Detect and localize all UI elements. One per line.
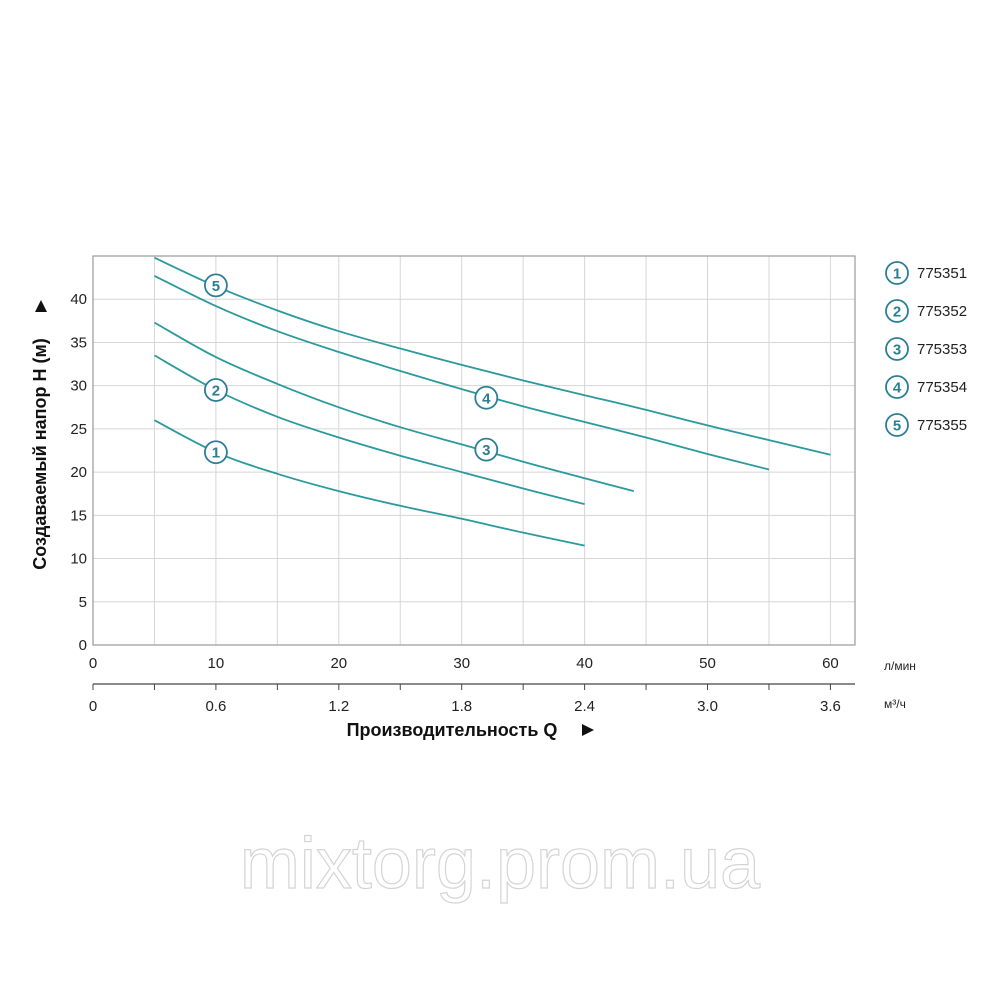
marker-number: 1 [212,445,220,462]
legend-marker-number: 2 [893,304,901,321]
marker-circle [204,273,228,298]
curve-marker-1: 1 [204,440,228,465]
curve-marker-2: 2 [204,378,228,402]
legend-label: 775354 [917,379,967,396]
y-tick-label: 25 [70,421,87,438]
x-tick-labels-primary: 0 10 20 30 40 50 60 [89,655,839,672]
marker-circle [474,385,499,410]
legend-entry-775352: 2 775352 [885,299,967,323]
y-tick-label: 15 [70,507,87,524]
legend-marker-circle [885,261,909,285]
x-unit-secondary: м³/ч [884,697,906,711]
x-tick-label-secondary: 2.4 [574,698,595,715]
y-tick-label: 10 [70,551,87,568]
legend-entry-775351: 1 775351 [885,261,967,285]
x-unit-primary: л/мин [884,659,916,673]
legend-marker-number: 4 [893,380,902,397]
x-tick-label: 60 [822,655,839,672]
legend: 1 775351 2 775352 3 775353 4 775354 5 775355 [885,261,967,437]
marker-number: 4 [482,390,491,407]
x-tick-label: 10 [208,655,225,672]
x-tick-label-secondary: 0.6 [205,698,226,715]
legend-marker-number: 3 [893,342,901,359]
curve-775353 [154,321,635,492]
x-tick-label: 30 [453,655,470,672]
legend-marker-number: 5 [893,418,901,435]
y-axis-arrow-icon [35,300,47,312]
grid-lines [93,256,855,645]
marker-number: 5 [212,278,220,295]
legend-label: 775351 [917,265,967,282]
curve-marker-5: 5 [204,273,228,298]
marker-circle [204,378,228,402]
curve-marker-4: 4 [474,385,499,410]
x-tick-label-secondary: 3.0 [697,698,718,715]
legend-marker-circle [885,337,909,361]
curve-markers: 1 2 3 4 5 [204,273,499,465]
y-tick-label: 40 [70,291,87,308]
legend-entry-775353: 3 775353 [885,337,967,361]
x-tick-label: 0 [89,655,97,672]
y-tick-labels: 0 5 10 15 20 25 30 35 40 [70,291,87,654]
marker-circle [474,437,499,462]
x-tick-label: 50 [699,655,716,672]
legend-marker-circle [885,375,909,399]
x-tick-labels-secondary: 0 0.6 1.2 1.8 2.4 3.0 3.6 [89,698,841,715]
curve-775354 [154,275,770,471]
x-tick-label-secondary: 1.8 [451,698,472,715]
legend-label: 775352 [917,303,967,320]
x-axis-arrow-icon [582,724,594,736]
curve-775355 [154,256,831,456]
x-tick-label: 40 [576,655,593,672]
secondary-x-axis [92,683,855,690]
y-tick-label: 30 [70,378,87,395]
y-tick-label: 0 [79,637,87,654]
legend-marker-circle [885,299,909,323]
x-tick-label-secondary: 1.2 [328,698,349,715]
legend-label: 775353 [917,341,967,358]
legend-marker-circle [885,413,909,437]
marker-number: 2 [212,382,220,399]
legend-entry-775355: 5 775355 [885,413,967,437]
marker-number: 3 [482,442,490,459]
plot-frame [92,255,856,646]
legend-entry-775354: 4 775354 [885,375,967,399]
y-tick-label: 5 [79,594,87,611]
curve-marker-3: 3 [474,437,499,462]
x-axis-title: Производительность Q [347,720,558,740]
legend-marker-number: 1 [893,266,901,283]
x-tick-label-secondary: 0 [89,698,97,715]
watermark: mixtorg.prom.ua [240,824,761,904]
legend-label: 775355 [917,417,967,434]
x-tick-label: 20 [330,655,347,672]
y-tick-label: 35 [70,334,87,351]
y-tick-label: 20 [70,464,87,481]
x-tick-label-secondary: 3.6 [820,698,841,715]
y-axis-title: Создаваемый напор H (м) [30,338,50,570]
marker-circle [204,440,228,465]
